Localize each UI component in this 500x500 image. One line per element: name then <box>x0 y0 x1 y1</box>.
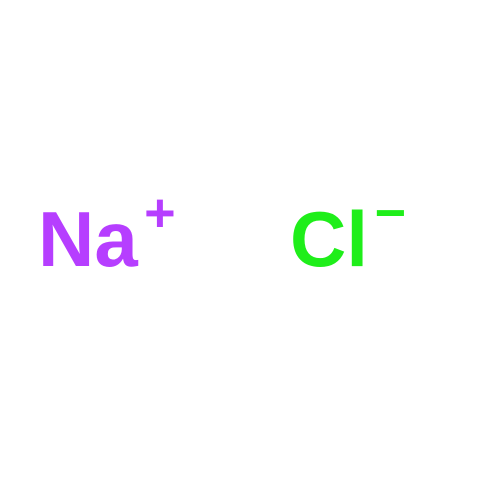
ion-chloride: Cl − <box>290 200 406 278</box>
chloride-charge: − <box>374 186 406 240</box>
chloride-symbol: Cl <box>290 200 368 278</box>
sodium-symbol: Na <box>38 200 138 278</box>
formula-canvas: Na + Cl − <box>0 0 500 500</box>
ion-sodium: Na + <box>38 200 176 278</box>
sodium-charge: + <box>144 186 176 240</box>
